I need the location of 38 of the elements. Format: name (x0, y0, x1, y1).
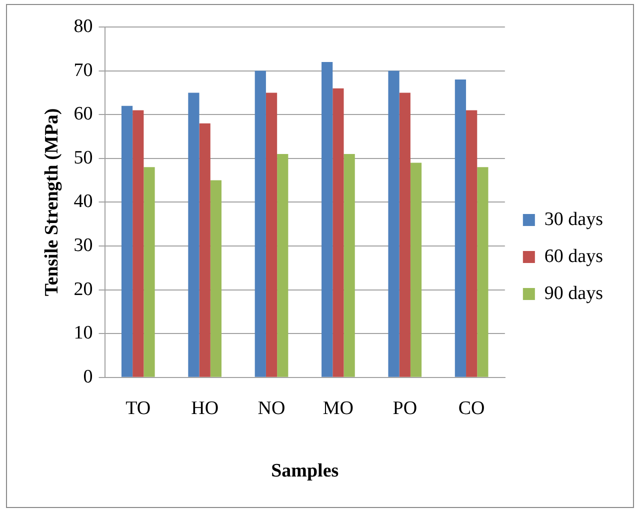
y-tick-label: 0 (83, 366, 93, 388)
x-tick-label: PO (392, 398, 418, 419)
bar (466, 110, 478, 377)
x-tick-label: NO (258, 398, 286, 419)
bar (399, 92, 410, 377)
y-tick-label: 20 (74, 278, 93, 300)
bar (277, 154, 288, 377)
legend-label: 90 days (544, 282, 603, 304)
x-axis-title: Samples (271, 460, 339, 482)
bar (121, 106, 133, 377)
bar (344, 154, 355, 377)
y-tick-label: 30 (74, 234, 93, 256)
x-tick-label: TO (126, 398, 151, 419)
y-tick-label: 70 (74, 60, 93, 81)
x-tick-label: MO (322, 398, 354, 419)
y-tick-label: 40 (74, 191, 93, 212)
bar (410, 162, 422, 377)
bar (188, 92, 200, 377)
y-tick-label: 10 (74, 322, 93, 344)
bar (210, 180, 222, 377)
y-tick-label: 60 (74, 104, 93, 125)
bar (388, 70, 400, 377)
x-tick-label: HO (191, 398, 219, 419)
bar (477, 167, 488, 377)
bar (254, 70, 266, 377)
legend-label: 60 days (544, 246, 603, 267)
y-axis-title: Tensile Strength (MPa) (41, 108, 62, 296)
y-tick-label: 80 (74, 16, 93, 37)
bar (322, 62, 333, 377)
bar (454, 80, 466, 377)
bar (266, 92, 278, 377)
bar (144, 167, 155, 377)
bar (332, 88, 344, 377)
bar (199, 123, 210, 377)
legend-label: 30 days (544, 208, 603, 230)
bar (132, 110, 144, 377)
x-tick-label: CO (458, 398, 485, 419)
y-tick-label: 50 (74, 147, 93, 168)
